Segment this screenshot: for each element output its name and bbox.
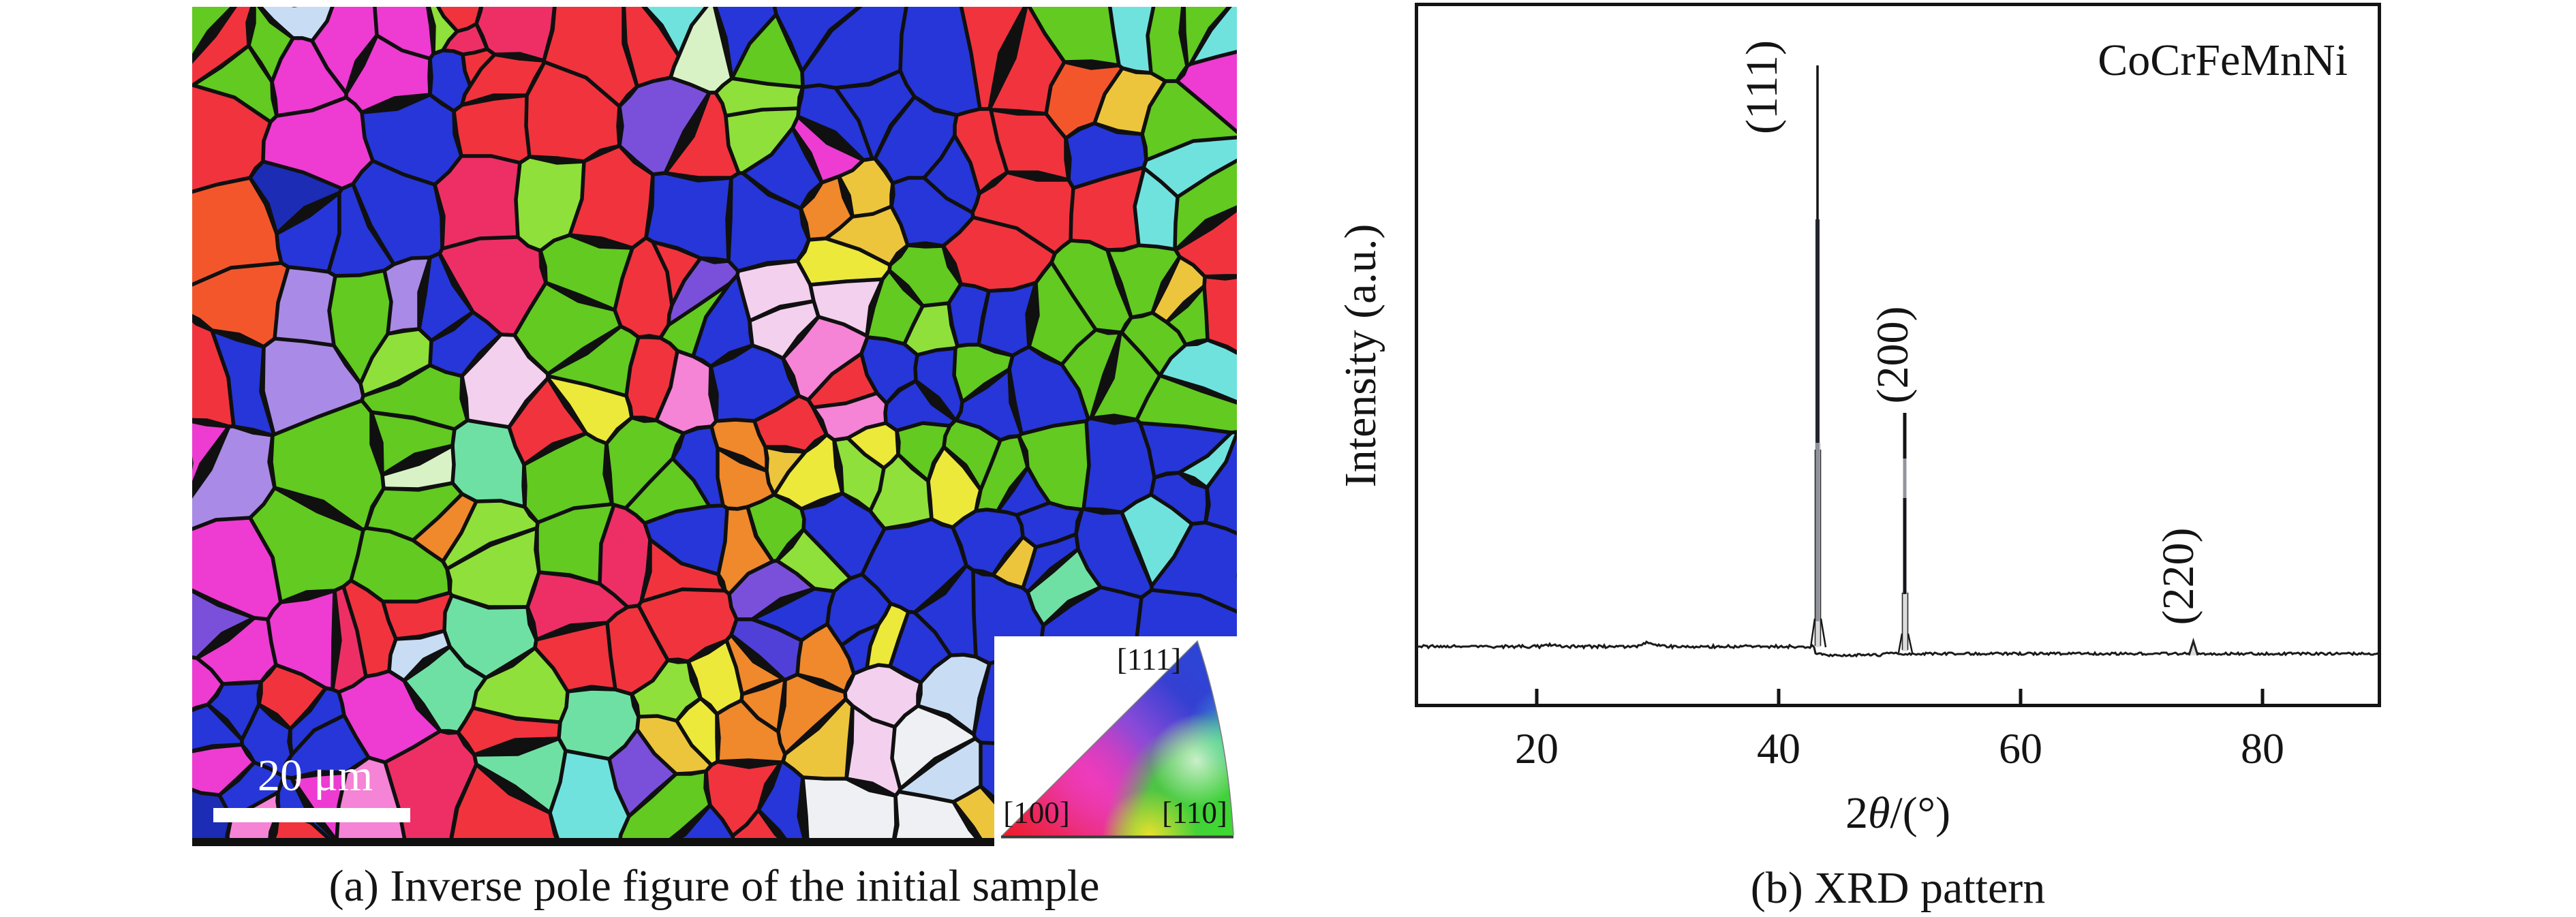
svg-text:2θ/(°): 2θ/(°) — [1845, 788, 1950, 838]
svg-text:(a) Inverse pole figure of the: (a) Inverse pole figure of the initial s… — [329, 861, 1100, 911]
svg-text:20 μm: 20 μm — [258, 751, 373, 801]
svg-text:[100]: [100] — [1003, 796, 1069, 830]
svg-text:80: 80 — [2241, 724, 2284, 773]
svg-text:(220): (220) — [2153, 528, 2203, 625]
svg-text:(111): (111) — [1737, 40, 1787, 134]
svg-text:CoCrFeMnNi: CoCrFeMnNi — [2098, 35, 2348, 85]
svg-text:Intensity (a.u.): Intensity (a.u.) — [1336, 224, 1385, 488]
svg-text:40: 40 — [1757, 724, 1800, 773]
svg-text:60: 60 — [1999, 724, 2042, 773]
svg-text:(b) XRD pattern: (b) XRD pattern — [1751, 863, 2046, 913]
svg-text:[110]: [110] — [1162, 796, 1227, 830]
svg-text:20: 20 — [1515, 724, 1559, 773]
svg-text:[111]: [111] — [1117, 642, 1181, 677]
svg-text:(200): (200) — [1868, 307, 1918, 404]
